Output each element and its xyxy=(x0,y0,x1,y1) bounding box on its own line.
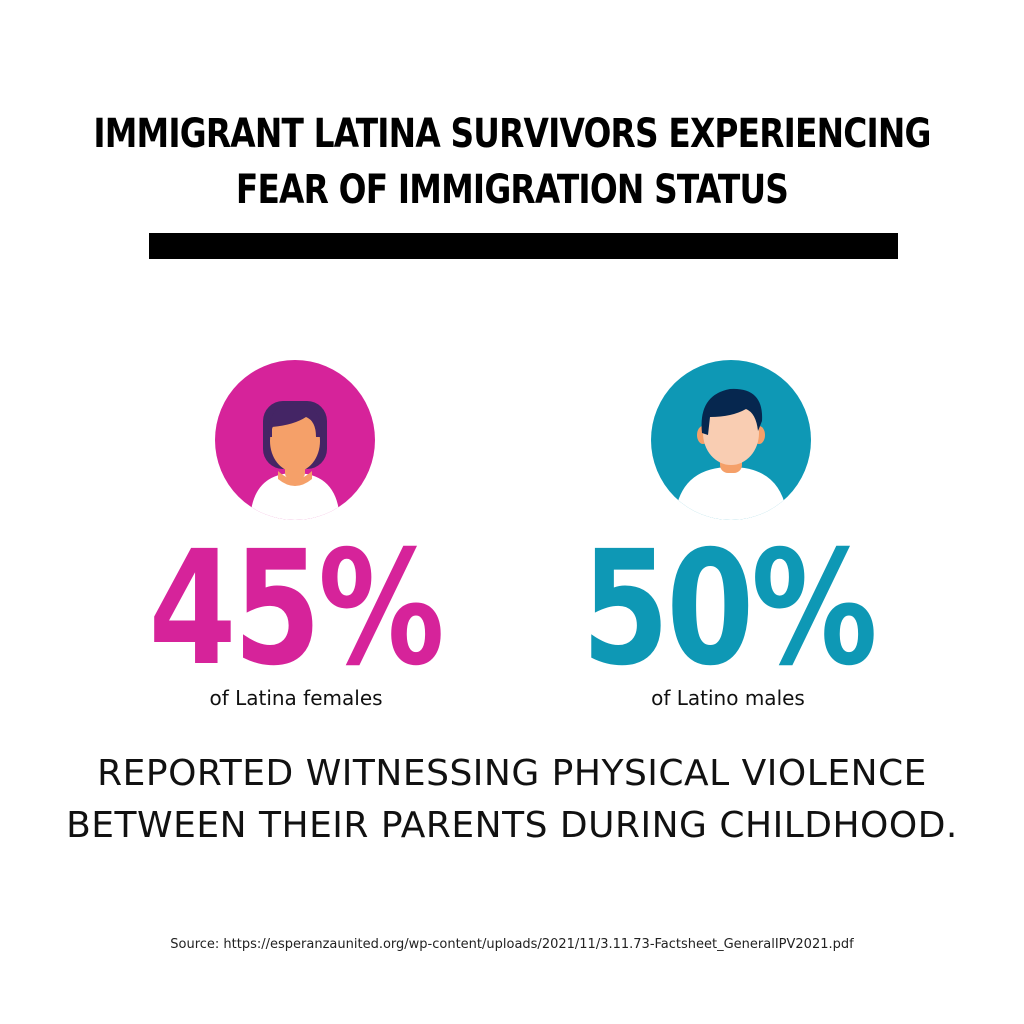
statement-line-2: BETWEEN THEIR PARENTS DURING CHILDHOOD. xyxy=(66,805,958,846)
title-line-1: IMMIGRANT LATINA SURVIVORS EXPERIENCING xyxy=(93,111,931,157)
female-caption: of Latina females xyxy=(209,686,383,710)
statement: REPORTED WITNESSING PHYSICAL VIOLENCE BE… xyxy=(0,748,1024,852)
title-divider xyxy=(149,233,898,259)
female-avatar-icon xyxy=(210,355,380,525)
infographic-title: IMMIGRANT LATINA SURVIVORS EXPERIENCING … xyxy=(92,106,932,218)
male-percentage: 50% xyxy=(581,517,878,701)
source-citation: Source: https://esperanzaunited.org/wp-c… xyxy=(170,937,854,952)
statement-line-1: REPORTED WITNESSING PHYSICAL VIOLENCE xyxy=(97,753,927,794)
title-line-2: FEAR OF IMMIGRATION STATUS xyxy=(235,167,789,213)
male-caption: of Latino males xyxy=(651,686,805,710)
female-percentage: 45% xyxy=(148,517,445,701)
male-avatar-icon xyxy=(646,355,816,525)
